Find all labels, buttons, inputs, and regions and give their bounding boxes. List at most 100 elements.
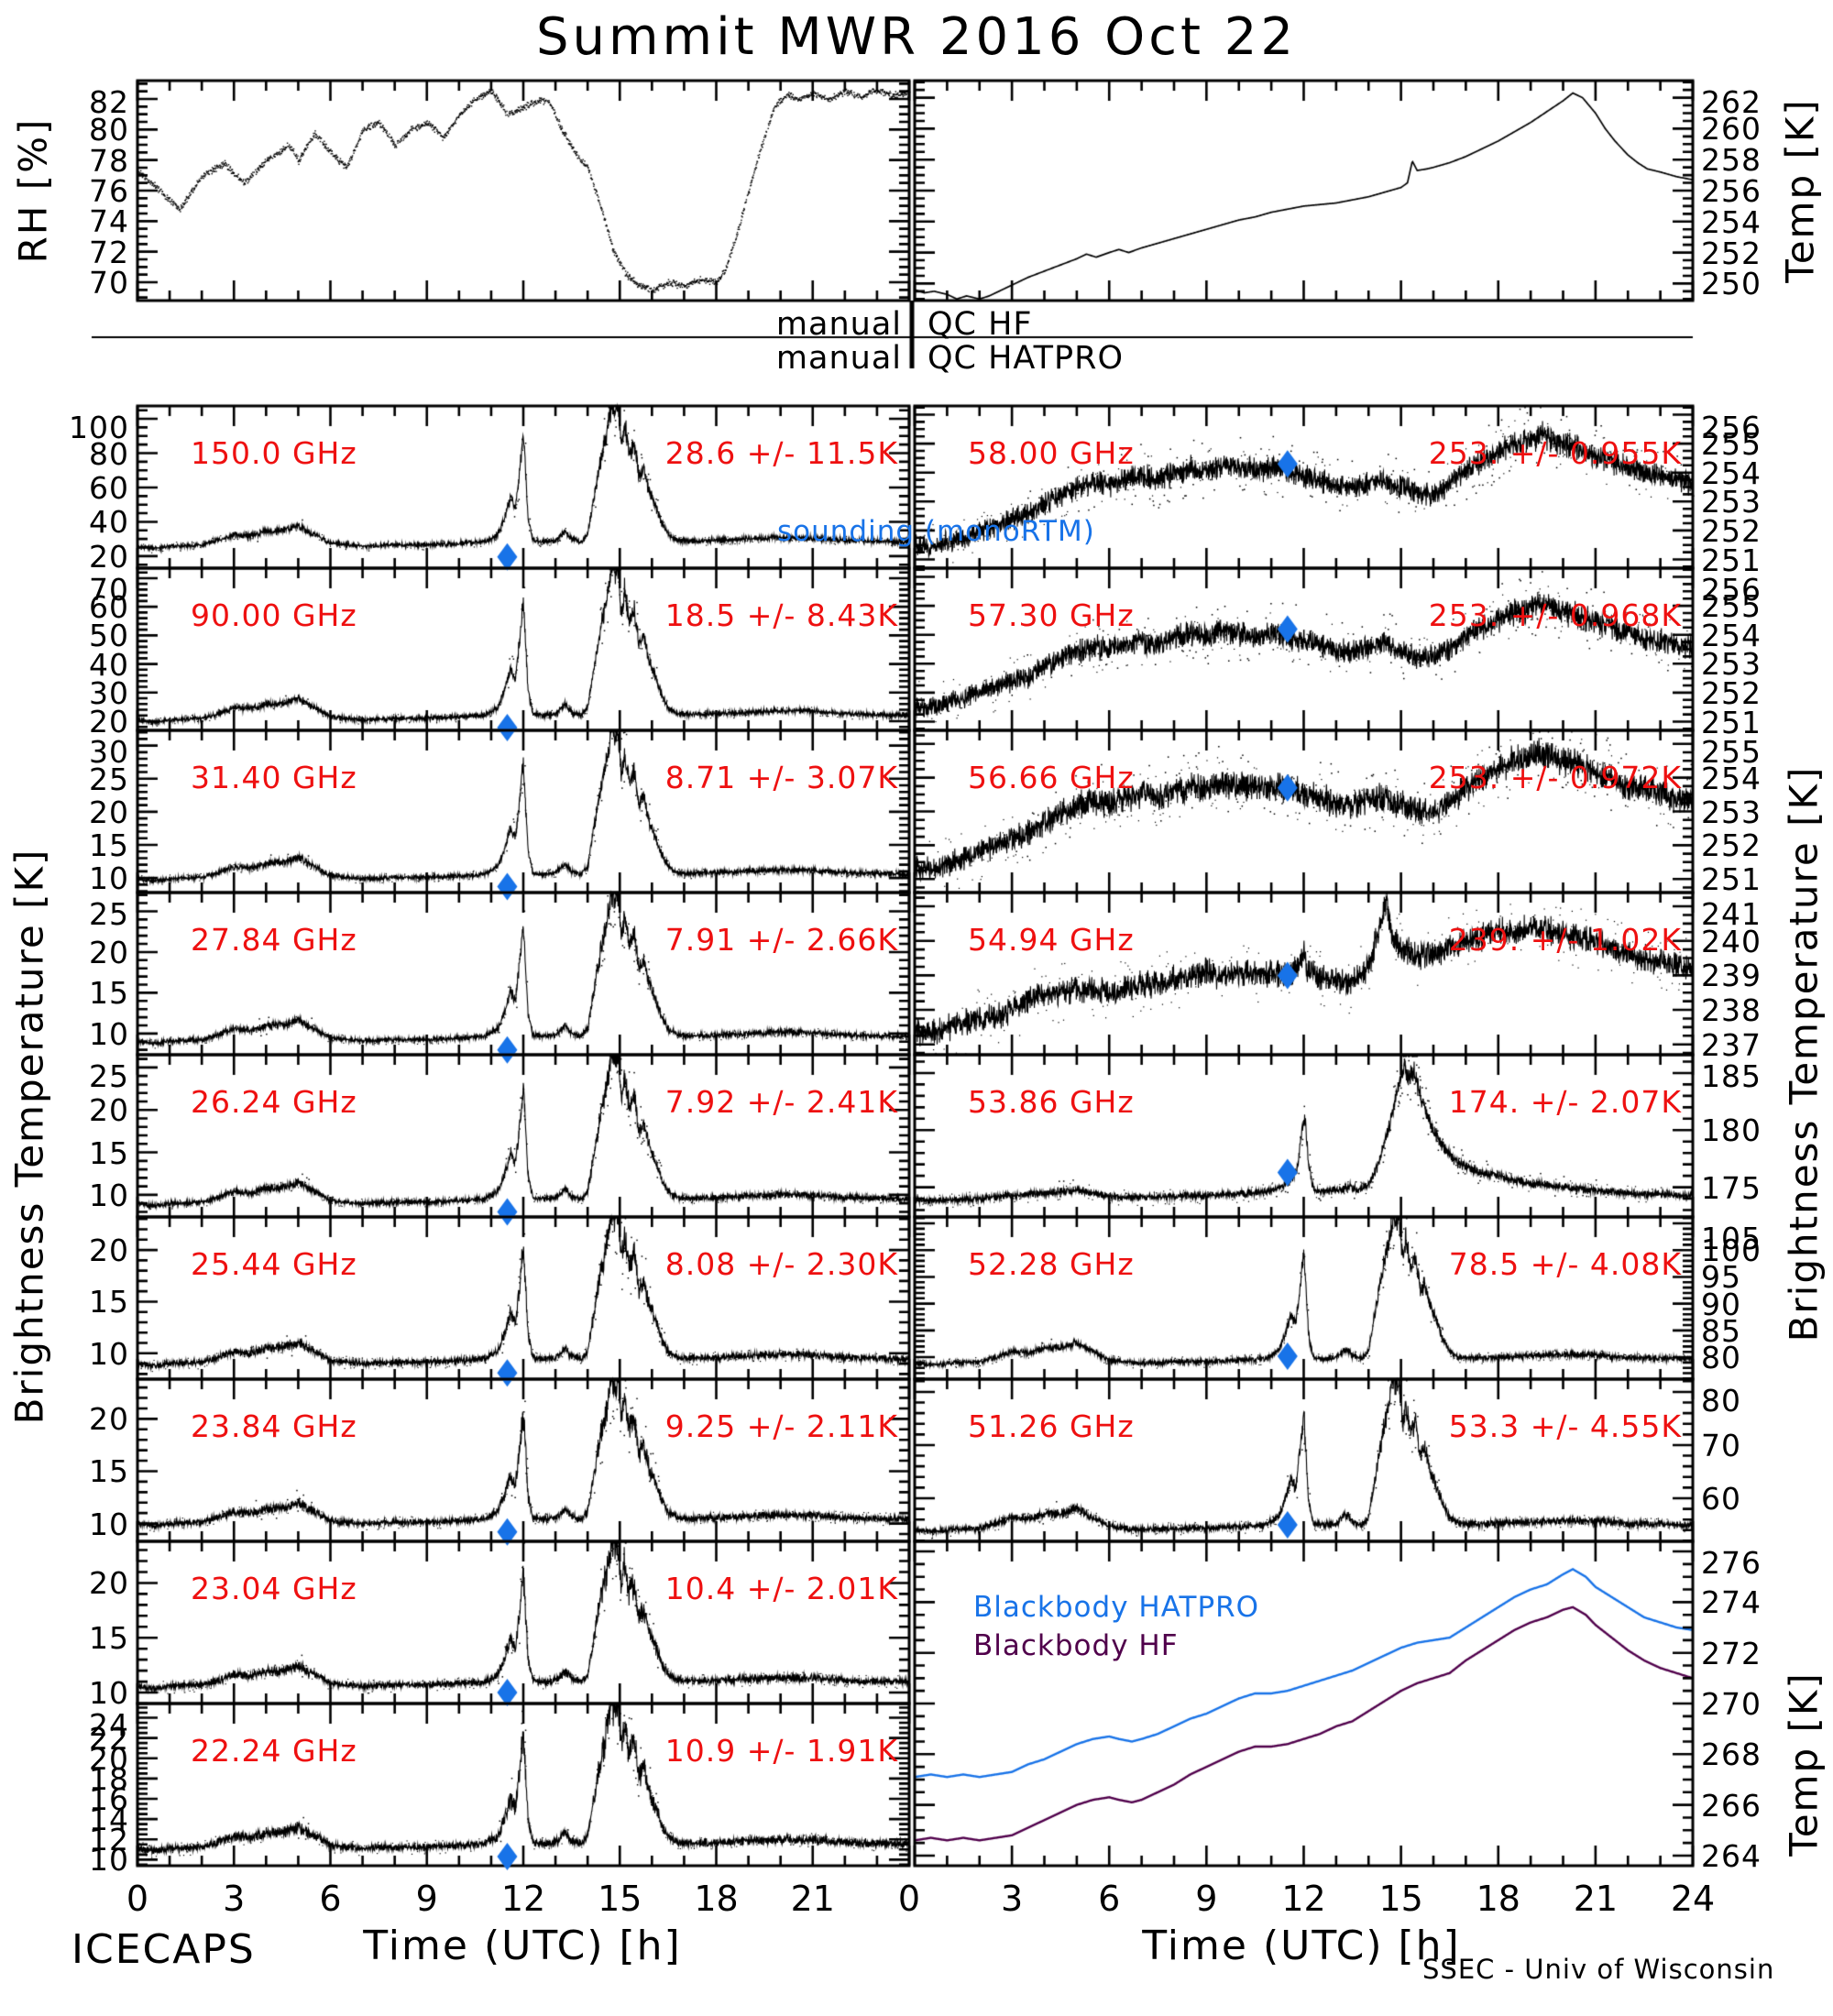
y-tick-label: 15: [89, 1620, 129, 1657]
x-tick-label: 18: [1476, 1879, 1520, 1919]
y-tick-label: 82: [89, 84, 129, 120]
x-tick-label: 0: [897, 1879, 921, 1919]
y-tick-label: 25: [89, 896, 129, 932]
y-tick-label: 260: [1701, 111, 1762, 148]
qc-hatpro-label: QC HATPRO: [927, 340, 1125, 377]
y-tick-label: 238: [1701, 992, 1762, 1029]
y-tick-label: 250: [1701, 266, 1762, 302]
y-tick-label: 76: [89, 173, 129, 209]
temp-blackbody-axis-label: Temp [K]: [1781, 1671, 1827, 1857]
y-tick-label: 70: [89, 572, 129, 608]
y-tick-label: 254: [1701, 760, 1762, 796]
y-tick-label: 185: [1701, 1058, 1762, 1094]
y-tick-label: 252: [1701, 674, 1762, 711]
y-tick-label: 256: [1701, 572, 1762, 608]
y-tick-label: 254: [1701, 617, 1762, 653]
y-tick-label: 100: [69, 410, 129, 445]
y-tick-label: 70: [89, 265, 129, 301]
y-tick-label: 239: [1701, 958, 1762, 994]
y-tick-label: 20: [89, 1740, 129, 1777]
y-tick-label: 15: [89, 975, 129, 1012]
y-tick-label: 175: [1701, 1169, 1762, 1206]
y-tick-label: 40: [89, 646, 129, 683]
x-tick-label: 15: [598, 1879, 642, 1919]
channel-stat-label: 239. +/- 1.02K: [1448, 922, 1682, 958]
y-tick-label: 20: [89, 1565, 129, 1602]
y-tick-label: 15: [89, 1284, 129, 1320]
y-tick-label: 30: [89, 674, 129, 711]
y-tick-label: 16: [89, 1780, 129, 1817]
y-tick-label: 22: [89, 1720, 129, 1757]
y-tick-label: 272: [1701, 1635, 1762, 1671]
channel-stat-label: 28.6 +/- 11.5K: [664, 435, 898, 471]
y-tick-label: 20: [89, 538, 129, 575]
qc-hf-label: QC HF: [927, 306, 1033, 343]
y-tick-label: 14: [89, 1802, 129, 1838]
y-tick-label: 255: [1701, 588, 1762, 625]
y-tick-label: 25: [89, 761, 129, 797]
x-tick-label: 3: [1001, 1879, 1024, 1919]
channel-frequency-label: 31.40 GHz: [191, 760, 357, 795]
y-tick-label: 80: [1701, 1383, 1741, 1419]
x-tick-label: 9: [415, 1879, 438, 1919]
y-tick-label: 20: [89, 934, 129, 970]
y-tick-label: 268: [1701, 1737, 1762, 1773]
x-axis-title-right: Time (UTC) [h]: [1142, 1923, 1461, 1969]
legend-blackbody-hatpro: Blackbody HATPRO: [973, 1591, 1260, 1624]
channel-frequency-label: 27.84 GHz: [191, 922, 357, 958]
channel-frequency-label: 26.24 GHz: [191, 1084, 357, 1120]
y-tick-label: 270: [1701, 1686, 1762, 1722]
y-tick-label: 252: [1701, 512, 1762, 549]
y-tick-label: 255: [1701, 734, 1762, 770]
y-tick-label: 85: [1701, 1312, 1741, 1349]
y-tick-label: 256: [1701, 173, 1762, 209]
y-tick-label: 252: [1701, 827, 1762, 864]
y-tick-label: 15: [89, 827, 129, 863]
brightness-temp-right-axis-label: Brightness Temperature [K]: [1781, 765, 1827, 1342]
y-tick-label: 20: [89, 1092, 129, 1129]
y-tick-label: 80: [89, 112, 129, 148]
channel-frequency-label: 53.86 GHz: [968, 1084, 1135, 1120]
x-tick-label: 24: [1670, 1879, 1716, 1919]
y-tick-label: 255: [1701, 426, 1762, 463]
x-tick-label: 6: [1098, 1879, 1121, 1919]
qc-manual-hf-label: manual: [775, 306, 902, 343]
y-tick-label: 10: [89, 1675, 129, 1712]
channel-stat-label: 7.92 +/- 2.41K: [664, 1084, 898, 1120]
credit-label: SSEC - Univ of Wisconsin: [1422, 1954, 1775, 1985]
y-tick-label: 15: [89, 1453, 129, 1490]
y-tick-label: 10: [89, 1015, 129, 1052]
y-tick-label: 264: [1701, 1837, 1762, 1874]
y-tick-label: 241: [1701, 896, 1762, 932]
y-tick-label: 266: [1701, 1787, 1762, 1824]
x-tick-label: 9: [1195, 1879, 1218, 1919]
x-tick-label: 21: [790, 1879, 835, 1919]
x-tick-label: 18: [694, 1879, 739, 1919]
project-label: ICECAPS: [71, 1926, 256, 1973]
legend-blackbody-hf: Blackbody HF: [973, 1629, 1179, 1662]
channel-frequency-label: 52.28 GHz: [968, 1246, 1135, 1282]
y-tick-label: 95: [1701, 1259, 1741, 1296]
y-tick-label: 251: [1701, 861, 1762, 898]
y-tick-label: 20: [89, 1233, 129, 1269]
y-tick-label: 18: [89, 1760, 129, 1797]
channel-stat-label: 174. +/- 2.07K: [1448, 1084, 1682, 1120]
y-tick-label: 60: [1701, 1480, 1741, 1517]
x-tick-label: 6: [319, 1879, 342, 1919]
y-tick-label: 276: [1701, 1545, 1762, 1581]
channel-stat-label: 253. +/- 0.972K: [1428, 760, 1682, 795]
y-tick-label: 180: [1701, 1112, 1762, 1149]
y-tick-label: 10: [89, 1335, 129, 1372]
page-title: Summit MWR 2016 Oct 22: [535, 7, 1298, 67]
y-tick-label: 100: [1701, 1233, 1762, 1269]
x-tick-label: 15: [1378, 1879, 1423, 1919]
y-tick-label: 50: [89, 618, 129, 654]
y-tick-label: 60: [89, 469, 129, 506]
y-tick-label: 60: [89, 589, 129, 626]
y-tick-label: 240: [1701, 923, 1762, 959]
sounding-annotation: sounding (monoRTM): [777, 515, 1095, 548]
y-tick-label: 10: [89, 1177, 129, 1213]
x-tick-label: 21: [1573, 1879, 1619, 1919]
y-tick-label: 70: [1701, 1427, 1741, 1463]
y-tick-label: 20: [89, 704, 129, 740]
